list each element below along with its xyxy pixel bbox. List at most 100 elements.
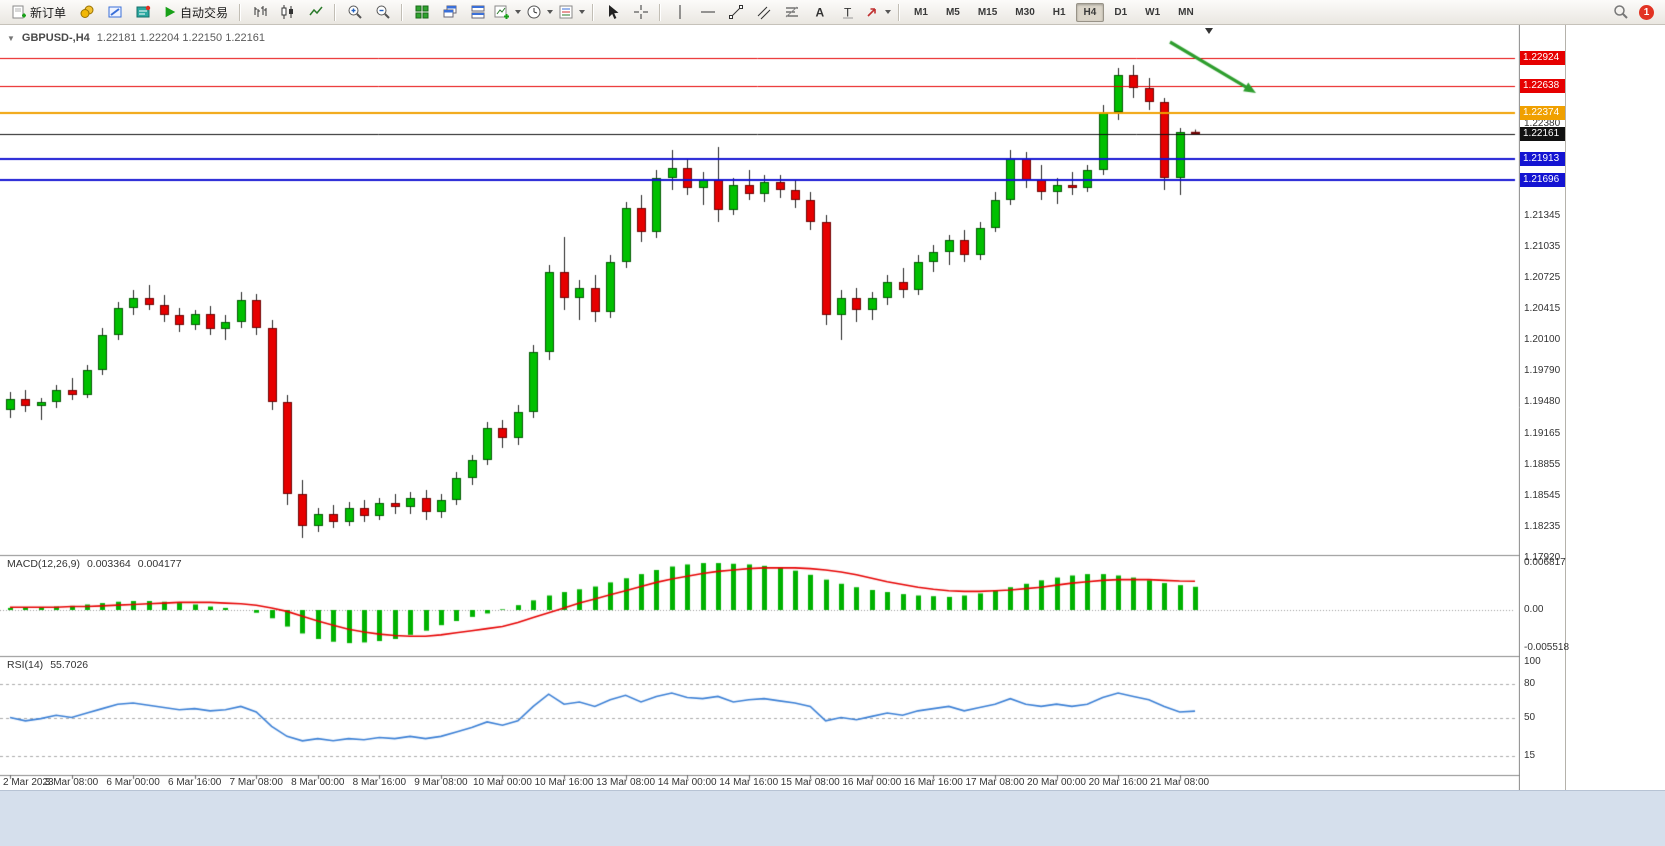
time-axis-label: 10 Mar 16:00 <box>534 777 594 788</box>
add-indicator-button[interactable] <box>492 2 523 23</box>
macd-axis-label: 0.00 <box>1524 604 1544 615</box>
time-axis-label: 6 Mar 00:00 <box>106 777 160 788</box>
new-order-label: 新订单 <box>30 5 67 20</box>
zoom-out-button[interactable] <box>369 2 396 23</box>
cascade-windows-icon <box>443 5 457 18</box>
svg-text:T: T <box>844 6 852 20</box>
tile-windows-button[interactable] <box>408 2 435 23</box>
zoom-in-icon <box>348 5 362 19</box>
chart-shift-marker[interactable] <box>1205 28 1213 34</box>
toolbar-separator <box>239 3 242 21</box>
time-axis-label: 3 Mar 08:00 <box>44 777 99 788</box>
tile-horizontal-icon <box>471 5 485 19</box>
horizontal-line-tool-button[interactable] <box>694 2 721 23</box>
arrow-shape-icon <box>867 8 876 17</box>
timeframe-h1[interactable]: H1 <box>1052 6 1066 18</box>
timeframe-w1[interactable]: W1 <box>1145 6 1161 18</box>
timeframe-m15[interactable]: M15 <box>977 6 998 18</box>
text-label-icon: T <box>842 6 853 20</box>
add-indicator-icon <box>494 5 510 19</box>
price-axis-label: 1.17920 <box>1524 552 1561 563</box>
rsi-label: RSI(14) <box>7 659 44 671</box>
autotrading-label: 自动交易 <box>180 5 229 20</box>
macd-label: MACD(12,26,9) <box>7 558 80 570</box>
toolbar-separator <box>898 3 901 21</box>
toolbar-separator <box>401 3 404 21</box>
trendline-icon <box>728 5 743 19</box>
tile-horizontal-button[interactable] <box>464 2 491 23</box>
time-axis-label: 9 Mar 08:00 <box>414 777 468 788</box>
chevron-down-icon <box>885 10 892 14</box>
chart-window: ▼ GBPUSD-,H4 1.22181 1.22204 1.22150 1.2… <box>0 25 1569 790</box>
one-click-trading-toggle[interactable]: ▼ <box>7 33 15 43</box>
templates-button[interactable] <box>556 2 587 23</box>
timeframe-m1[interactable]: M1 <box>914 6 928 18</box>
line-chart-mode-button[interactable] <box>302 2 329 23</box>
navigator-icon <box>108 6 122 18</box>
cursor-tool-button[interactable] <box>599 2 626 23</box>
price-axis-label: 1.19480 <box>1524 396 1561 407</box>
arrows-tool-button[interactable] <box>862 2 893 23</box>
toolbar-separator <box>592 3 595 21</box>
bar-chart-mode-button[interactable] <box>246 2 273 23</box>
periods-button[interactable] <box>524 2 555 23</box>
timeframe-d1[interactable]: D1 <box>1114 6 1128 18</box>
price-level-label: 1.21913 <box>1520 151 1565 166</box>
text-tool-button[interactable]: A <box>806 2 833 23</box>
price-axis-label: 1.19790 <box>1524 365 1561 376</box>
terminal-button[interactable] <box>129 2 156 23</box>
price-chart-canvas[interactable] <box>0 25 1520 790</box>
timeframe-group: M1 M5 M15 M30 H1 H4 D1 W1 MN <box>905 2 1203 22</box>
timeframe-h4[interactable]: H4 <box>1075 2 1105 22</box>
fibonacci-icon <box>785 6 798 18</box>
price-axis-label: 1.20725 <box>1524 271 1561 283</box>
cascade-windows-button[interactable] <box>436 2 463 23</box>
macd-main-value: 0.003364 <box>86 558 131 570</box>
price-axis-label: 1.21345 <box>1524 209 1561 221</box>
bottom-scrollbar[interactable] <box>0 790 1665 846</box>
timeframe-mn[interactable]: MN <box>1178 6 1194 18</box>
zoom-out-icon <box>376 5 390 19</box>
macd-indicator-header: MACD(12,26,9) 0.003364 0.004177 <box>7 558 182 570</box>
candlestick-mode-button[interactable] <box>274 2 301 23</box>
notification-count: 1 <box>1643 6 1650 18</box>
time-axis-label: 7 Mar 08:00 <box>229 777 283 788</box>
search-button[interactable] <box>1607 2 1634 23</box>
price-axis-label: 1.21035 <box>1524 240 1561 252</box>
navigator-button[interactable] <box>101 2 128 23</box>
time-axis[interactable]: 2 Mar 2023 3 Mar 08:00 6 Mar 00:00 6 Mar 16… <box>0 776 1520 790</box>
vertical-line-icon <box>679 5 681 19</box>
timeframe-m5[interactable]: M5 <box>945 6 960 18</box>
timeframe-m30[interactable]: M30 <box>1015 6 1035 18</box>
price-axis-label: 1.20415 <box>1524 302 1561 314</box>
toolbar-separator <box>659 3 662 21</box>
trendline-tool-button[interactable] <box>722 2 749 23</box>
label-tool-button[interactable]: T <box>834 2 861 23</box>
time-axis-label: 16 Mar 00:00 <box>842 777 902 788</box>
price-axis-label: 1.18545 <box>1524 489 1561 501</box>
channel-tool-button[interactable] <box>750 2 777 23</box>
bar-chart-icon <box>254 6 267 17</box>
notification-badge[interactable]: 1 <box>1639 4 1654 20</box>
search-icon <box>1613 5 1628 19</box>
time-axis-label: 14 Mar 16:00 <box>719 777 779 788</box>
chevron-down-icon <box>547 10 554 14</box>
new-order-button[interactable]: 新订单 <box>5 2 72 23</box>
price-level-label: 1.22374 <box>1520 105 1565 120</box>
time-axis-label: 16 Mar 16:00 <box>903 777 963 788</box>
time-axis-label: 13 Mar 08:00 <box>596 777 656 788</box>
price-scale[interactable]: 1.22380 1.21345 1.21035 1.20725 1.20415 1.201… <box>1520 25 1569 790</box>
market-watch-button[interactable] <box>73 2 100 23</box>
vertical-line-tool-button[interactable] <box>666 2 693 23</box>
chevron-down-icon <box>515 10 522 14</box>
fibonacci-tool-button[interactable] <box>778 2 805 23</box>
zoom-in-button[interactable] <box>341 2 368 23</box>
new-order-icon <box>12 5 26 19</box>
crosshair-tool-button[interactable] <box>627 2 654 23</box>
price-level-label: 1.22161 <box>1520 126 1565 141</box>
price-level-label: 1.21696 <box>1520 173 1565 188</box>
time-axis-label: 14 Mar 00:00 <box>657 777 717 788</box>
toolbar: 新订单 自动交易 <box>0 0 1665 25</box>
terminal-icon <box>136 5 150 18</box>
autotrading-button[interactable]: 自动交易 <box>157 2 234 23</box>
